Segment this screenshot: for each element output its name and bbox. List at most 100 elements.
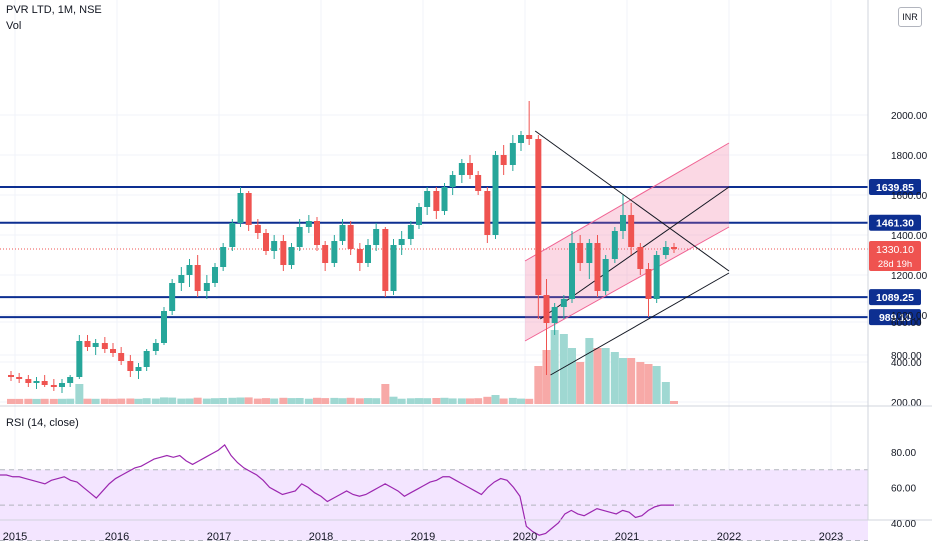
volume-bar [313,397,321,404]
time-tick-label: 2022 [717,531,741,543]
axes: 2015 2016 2017 2018 2019 2020 2021 2022 2023 2000… [0,0,932,543]
time-tick-label: 2017 [207,531,231,543]
volume-bar [262,398,270,404]
volume-bar [160,397,168,404]
volume-bar [32,398,41,404]
volume-bar [338,398,347,404]
candle-body [602,259,609,291]
volume-bar [499,398,508,404]
time-tick-label: 2023 [819,531,843,543]
candle-body [628,215,635,247]
price-tick-label: 400.00 [891,358,922,369]
candle-body [229,223,236,247]
volume-bar [83,398,92,404]
volume-bar [559,334,568,404]
price-tick-label: 1000.00 [891,311,928,322]
price-tick-label: 600.00 [891,318,922,329]
candle-body [441,187,448,211]
volume-bar [610,352,619,404]
candle-body [416,207,422,225]
volume-bar [253,398,262,404]
candle-body [110,349,116,353]
level-tag [869,289,921,306]
candle-body [33,381,40,383]
time-tick-label: 2020 [513,531,537,543]
candle-body [220,247,227,267]
volume-bar [75,384,84,404]
price-tick-label: 1400.00 [891,231,928,242]
volume-bar [406,398,415,404]
candle-body [594,243,601,291]
candle-body [331,241,338,263]
volume-bar [7,398,15,404]
candle-body [500,155,507,165]
volume-bar [287,398,296,404]
candle-body [245,193,252,225]
volume-bar [279,397,288,404]
candle-body [382,229,389,291]
candle-body [41,381,48,385]
regression-channel-fill [525,143,729,341]
currency-badge[interactable]: INR [898,7,922,27]
volume-bar [397,398,406,404]
candle-body [263,233,269,251]
volume-bar [364,398,372,404]
time-tick-label: 2016 [105,531,129,543]
rsi-label: RSI (14, close) [6,417,79,429]
volume-bar [321,398,330,404]
volume-bar [517,398,525,404]
volume-bar [593,348,602,404]
price-tick-label: 1800.00 [891,151,928,162]
candle-body [339,225,346,241]
volume-bar [448,398,457,404]
volume-bar [389,396,398,404]
candle-body [178,275,185,283]
candle-body [203,283,210,291]
time-tick-label: 2021 [615,531,639,543]
candle-body [152,343,159,351]
candle-body [484,191,491,235]
candle-body [569,243,575,299]
drawing-tools [524,130,730,376]
volume-bar [134,398,143,404]
price-tick-label: 1200.00 [891,271,928,282]
candle-body [373,229,380,245]
candle-body [237,193,244,223]
volume-bar [534,366,543,404]
rsi-tick-label: 80.00 [891,448,916,459]
candle-body [577,243,584,263]
candle-body [586,243,593,263]
volume-bar [24,398,33,404]
volume-bar [126,398,135,404]
candle-body [254,225,261,233]
volume-bar [211,398,219,404]
rsi-pane [0,444,868,541]
volume-bar [346,397,355,404]
candle-body [347,225,354,249]
candle-body [653,255,660,299]
volume-bar [644,364,653,404]
volume-bar [193,397,202,404]
time-tick-label: 2018 [309,531,333,543]
volume-bar [483,396,492,404]
candle-body [645,269,652,299]
candle-body [356,249,363,263]
volume-bar [432,398,441,404]
volume-bar [236,397,245,404]
candle-body [518,135,524,143]
level-value: 989.10 [879,312,911,324]
rsi-line [0,444,674,536]
candle-body [305,221,312,227]
candle-body [543,295,550,323]
channel-upper [524,142,730,262]
volume-bar [372,398,381,404]
candle-body [118,353,125,361]
candle-body [407,225,414,239]
volume-bar [457,398,466,404]
candle-body [212,267,218,283]
wedge-upper [534,130,730,272]
candle-body [424,191,431,207]
volume-bar [228,397,237,404]
last-price-value: 1330.10 [876,244,914,256]
